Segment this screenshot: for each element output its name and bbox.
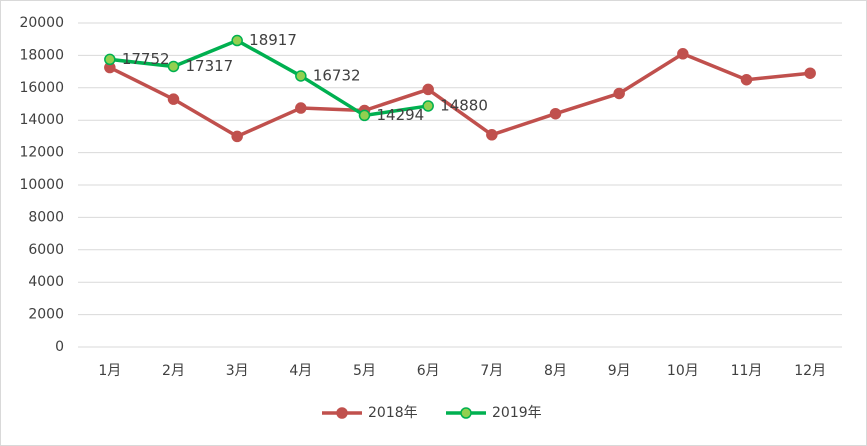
x-tick-label: 1月 [98,363,121,379]
data-point [677,48,689,60]
data-point [295,102,307,114]
data-label: 16732 [313,66,361,84]
data-point [231,34,243,47]
legend-label: 2018年 [368,405,418,421]
x-tick-label: 12月 [794,363,826,379]
data-point [549,107,562,120]
data-point [486,129,498,141]
y-tick-label: 10000 [19,177,64,193]
x-tick-label: 10月 [667,363,699,379]
data-point [104,53,116,66]
data-point [231,130,243,143]
y-tick-label: 12000 [19,145,64,161]
y-tick-label: 2000 [28,307,64,323]
legend-marker [460,407,472,419]
data-point [613,87,625,100]
legend-label: 2019年 [492,405,542,421]
data-point [422,100,434,112]
series-line [109,38,429,118]
data-label: 14880 [440,96,488,114]
y-tick-label: 8000 [28,209,64,225]
x-tick-label: 11月 [731,363,763,379]
y-tick-label: 20000 [19,15,64,31]
x-tick-label: 9月 [608,363,631,379]
y-tick-label: 14000 [19,112,64,128]
x-tick-label: 8月 [544,363,567,379]
legend-marker [336,407,348,419]
data-point [740,73,753,86]
data-point [422,83,434,96]
y-tick-label: 6000 [28,242,64,258]
y-tick-label: 18000 [19,47,64,63]
data-point [804,67,816,79]
x-tick-label: 3月 [226,363,249,379]
x-tick-label: 7月 [480,363,503,379]
data-label: 18917 [249,31,297,49]
data-label: 17317 [186,57,234,75]
x-tick-label: 6月 [417,363,440,379]
data-point [358,109,371,122]
x-tick-label: 4月 [289,363,312,379]
data-label: 17752 [122,50,170,68]
data-label: 14294 [377,106,425,124]
y-tick-label: 4000 [28,274,64,290]
y-tick-label: 16000 [19,80,64,96]
x-tick-label: 5月 [353,363,376,379]
data-point [295,70,307,82]
series-line [109,52,811,139]
x-tick-label: 2月 [162,363,185,379]
data-point [167,60,180,73]
y-tick-label: 0 [55,339,64,355]
data-point [167,93,180,105]
